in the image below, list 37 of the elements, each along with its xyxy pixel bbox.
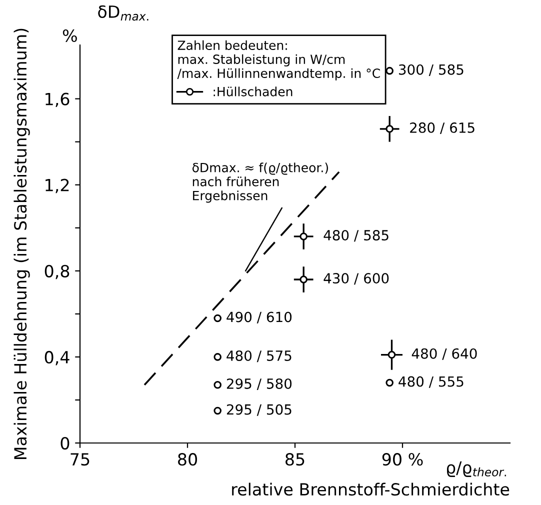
legend-title: Zahlen bedeuten: max. Stableistung in W/cm /max. Hüllinnenwandtemp. in °C: [177, 40, 380, 80]
point: [300, 276, 308, 284]
x-tick-label: 75: [70, 453, 90, 466]
data-label: 295 / 505: [226, 404, 292, 416]
text: ϱ/ϱ$_{theor.}$: [447, 461, 506, 477]
y-tick-label: 0,4: [44, 350, 70, 366]
data-label: 295 / 580: [226, 378, 292, 390]
data-label: 430 / 600: [324, 273, 389, 285]
point: [388, 350, 396, 359]
x-tick-label: 80: [178, 453, 197, 466]
x-tick-label: 90 %: [382, 453, 423, 466]
point: [386, 125, 394, 133]
y-tick-label: 1,6: [46, 92, 70, 108]
text: δD$_{max.}$: [98, 5, 148, 21]
point: [386, 66, 394, 75]
data-label: 280 / 615: [410, 122, 474, 134]
data-label: 480 / 640: [412, 348, 477, 360]
data-label: 480 / 575: [226, 350, 292, 362]
point: [214, 353, 222, 361]
point: [300, 232, 308, 240]
y-tick-label: 0,8: [44, 264, 70, 280]
legend-label: :Hüllschaden: [214, 86, 292, 96]
y-tick-label: 0: [60, 436, 70, 450]
point: [214, 314, 222, 322]
annotation: δDmax. ≈ f(ϱ/ϱtheor.) nach früheren Ergebnissen: [192, 162, 328, 203]
data-label: 480 / 585: [324, 230, 388, 242]
point: [386, 378, 394, 387]
y-tick-label: 1,2: [46, 178, 69, 194]
y-axis-title: Maximale Hülldehnung (im Stableistungsmaximum): [14, 28, 30, 459]
data-label: 490 / 610: [226, 312, 292, 324]
data-label: 480 / 555: [398, 376, 464, 388]
x-axis-title: relative Brennstoff-Schmierdichte: [232, 482, 510, 496]
x-tick-label: 85: [286, 453, 304, 466]
text: %: [62, 29, 77, 42]
point: [214, 381, 222, 389]
data-label: 300 / 585: [398, 64, 464, 76]
point: [214, 406, 222, 415]
